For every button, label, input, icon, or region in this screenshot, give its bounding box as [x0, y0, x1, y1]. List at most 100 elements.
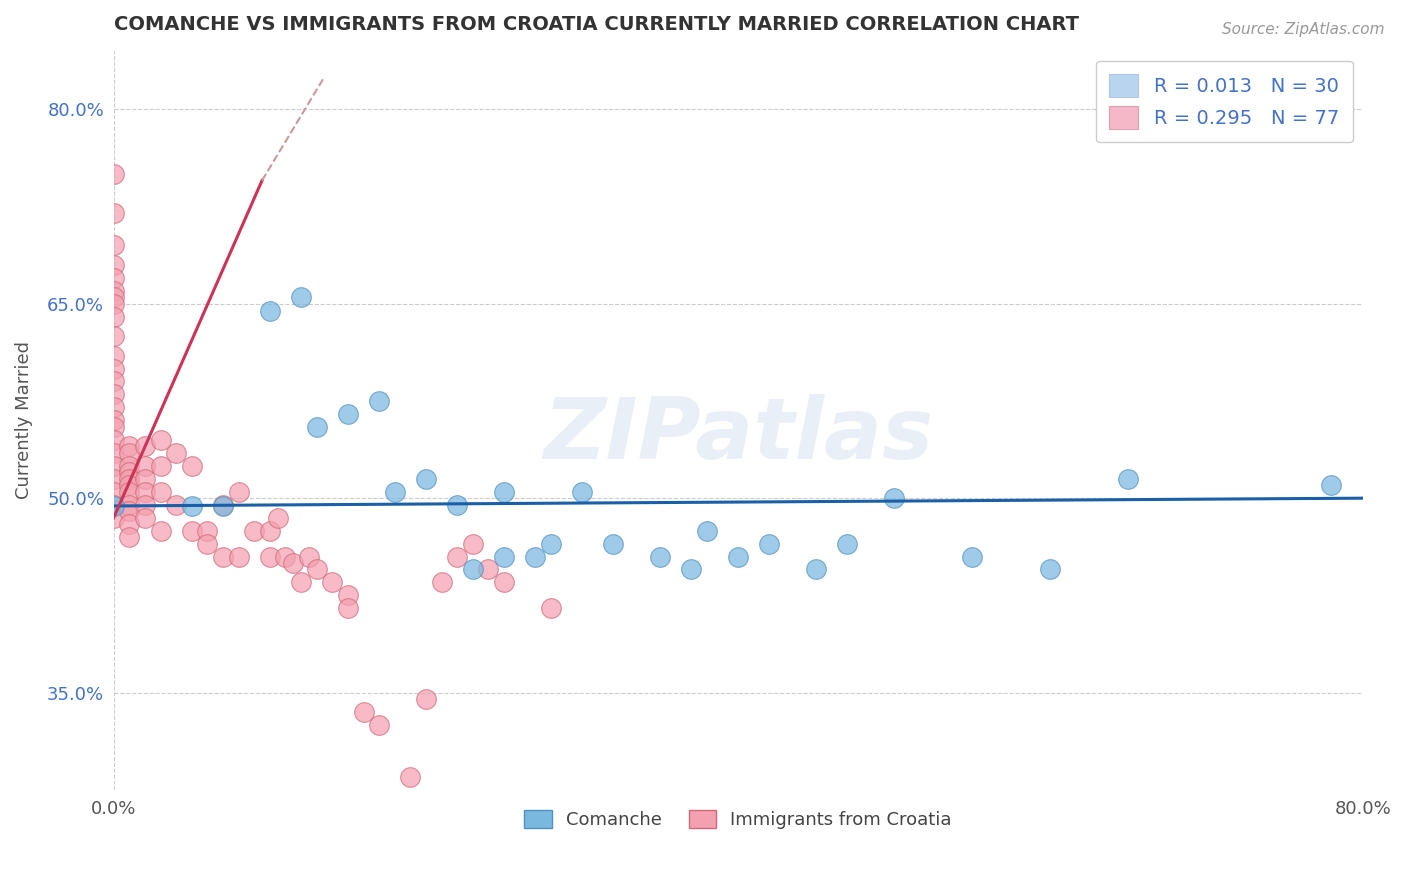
Point: [134, 439, 156, 453]
Point: [446, 498, 468, 512]
Point: [298, 549, 321, 564]
Point: [696, 524, 718, 538]
Point: [321, 575, 343, 590]
Point: [134, 498, 156, 512]
Legend: Comanche, Immigrants from Croatia: Comanche, Immigrants from Croatia: [517, 803, 959, 837]
Point: [353, 705, 375, 719]
Y-axis label: Currently Married: Currently Married: [15, 342, 32, 500]
Point: [430, 575, 453, 590]
Point: [492, 575, 515, 590]
Point: [305, 420, 328, 434]
Point: [368, 393, 391, 408]
Point: [118, 517, 141, 532]
Point: [540, 601, 562, 615]
Point: [681, 562, 703, 576]
Point: [1320, 478, 1343, 492]
Point: [212, 498, 235, 512]
Point: [727, 549, 749, 564]
Point: [134, 472, 156, 486]
Point: [103, 433, 125, 447]
Point: [197, 524, 219, 538]
Point: [149, 524, 172, 538]
Point: [118, 478, 141, 492]
Point: [118, 446, 141, 460]
Point: [283, 556, 305, 570]
Point: [118, 504, 141, 518]
Point: [477, 562, 499, 576]
Point: [103, 401, 125, 415]
Point: [118, 465, 141, 479]
Point: [259, 524, 281, 538]
Point: [103, 510, 125, 524]
Point: [118, 472, 141, 486]
Point: [103, 258, 125, 272]
Point: [103, 446, 125, 460]
Point: [524, 549, 547, 564]
Point: [212, 499, 235, 513]
Point: [103, 167, 125, 181]
Text: ZIPatlas: ZIPatlas: [543, 393, 934, 476]
Point: [228, 484, 250, 499]
Point: [118, 498, 141, 512]
Point: [103, 458, 125, 473]
Point: [118, 484, 141, 499]
Point: [103, 310, 125, 324]
Point: [103, 387, 125, 401]
Point: [461, 536, 484, 550]
Point: [118, 530, 141, 544]
Point: [415, 472, 437, 486]
Point: [384, 484, 406, 499]
Text: COMANCHE VS IMMIGRANTS FROM CROATIA CURRENTLY MARRIED CORRELATION CHART: COMANCHE VS IMMIGRANTS FROM CROATIA CURR…: [114, 15, 1078, 34]
Point: [1039, 562, 1062, 576]
Point: [103, 349, 125, 363]
Point: [103, 270, 125, 285]
Point: [103, 484, 125, 499]
Point: [212, 549, 235, 564]
Point: [149, 433, 172, 447]
Point: [290, 290, 312, 304]
Point: [134, 484, 156, 499]
Point: [290, 575, 312, 590]
Point: [103, 472, 125, 486]
Point: [165, 446, 187, 460]
Point: [758, 536, 780, 550]
Point: [806, 562, 828, 576]
Point: [1118, 472, 1140, 486]
Point: [118, 439, 141, 453]
Point: [259, 549, 281, 564]
Point: [492, 549, 515, 564]
Point: [602, 536, 624, 550]
Point: [259, 304, 281, 318]
Point: [103, 361, 125, 376]
Point: [540, 536, 562, 550]
Text: Source: ZipAtlas.com: Source: ZipAtlas.com: [1222, 22, 1385, 37]
Point: [149, 484, 172, 499]
Point: [149, 458, 172, 473]
Point: [461, 562, 484, 576]
Point: [571, 484, 593, 499]
Point: [368, 718, 391, 732]
Point: [134, 510, 156, 524]
Point: [266, 510, 288, 524]
Point: [165, 498, 187, 512]
Point: [134, 458, 156, 473]
Point: [415, 692, 437, 706]
Point: [492, 484, 515, 499]
Point: [446, 549, 468, 564]
Point: [228, 549, 250, 564]
Point: [103, 329, 125, 343]
Point: [118, 458, 141, 473]
Point: [103, 420, 125, 434]
Point: [837, 536, 859, 550]
Point: [399, 770, 422, 784]
Point: [103, 296, 125, 310]
Point: [336, 601, 359, 615]
Point: [274, 549, 297, 564]
Point: [305, 562, 328, 576]
Point: [103, 290, 125, 304]
Point: [180, 499, 202, 513]
Point: [883, 491, 905, 505]
Point: [103, 375, 125, 389]
Point: [180, 524, 202, 538]
Point: [103, 206, 125, 220]
